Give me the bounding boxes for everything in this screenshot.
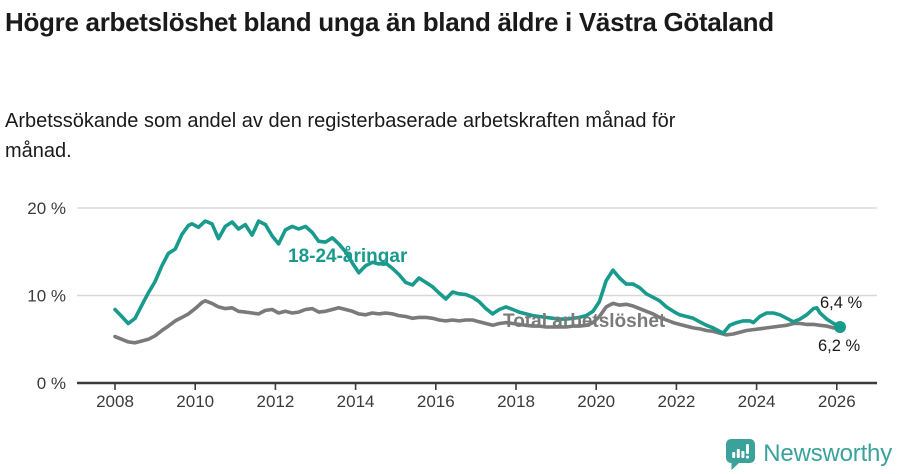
series-line-total-arbetsloshet: [113, 299, 842, 345]
y-tick-label-10: 10 %: [27, 287, 66, 306]
series-line-18-24-aringar: [113, 219, 842, 335]
line-chart: 2008 2010 2012 2014 2016 2018 2020 2022 2024 2026…: [27, 199, 877, 411]
end-value-label-18-24-aringar: 6,4 %: [820, 294, 863, 312]
x-tick-label-2026: 2026: [818, 392, 856, 411]
end-value-label-total-arbetsloshet: 6,2 %: [818, 337, 861, 355]
y-tick-label-0: 0 %: [37, 374, 66, 393]
x-tick-label-2020: 2020: [577, 392, 615, 411]
x-tick-label-2012: 2012: [256, 392, 294, 411]
bar-icon-2: [737, 449, 741, 458]
series-label-total-arbetsloshet: Total arbetslöshet: [503, 311, 666, 332]
end-dot-18-24-aringar: [834, 321, 847, 333]
x-tick-label-2010: 2010: [176, 392, 214, 411]
y-tick-label-20: 20 %: [27, 199, 66, 218]
newsworthy-attribution: Newsworthy: [726, 439, 892, 471]
series-label-18-24-aringar: 18-24-åringar: [288, 246, 408, 267]
exclamation-dot-icon: [746, 455, 750, 459]
x-tick-label-2024: 2024: [738, 392, 776, 411]
exclamation-bar-icon: [746, 444, 750, 454]
newsworthy-brand-text: Newsworthy: [763, 440, 892, 467]
x-tick-label-2018: 2018: [497, 392, 535, 411]
x-tick-label-2016: 2016: [417, 392, 455, 411]
bar-icon-1: [732, 452, 736, 458]
newsworthy-logo-icon: [726, 439, 756, 470]
x-tick-label-2022: 2022: [657, 392, 695, 411]
speech-bubble-shape: [726, 439, 756, 470]
chart-title: Högre arbetslöshet bland unga än bland ä…: [5, 7, 774, 37]
x-tick-label-2014: 2014: [337, 392, 375, 411]
bar-icon-3: [741, 451, 745, 458]
x-tick-label-2008: 2008: [96, 392, 134, 411]
chart-subtitle: Arbetssökande som andel av den registerb…: [5, 110, 676, 162]
